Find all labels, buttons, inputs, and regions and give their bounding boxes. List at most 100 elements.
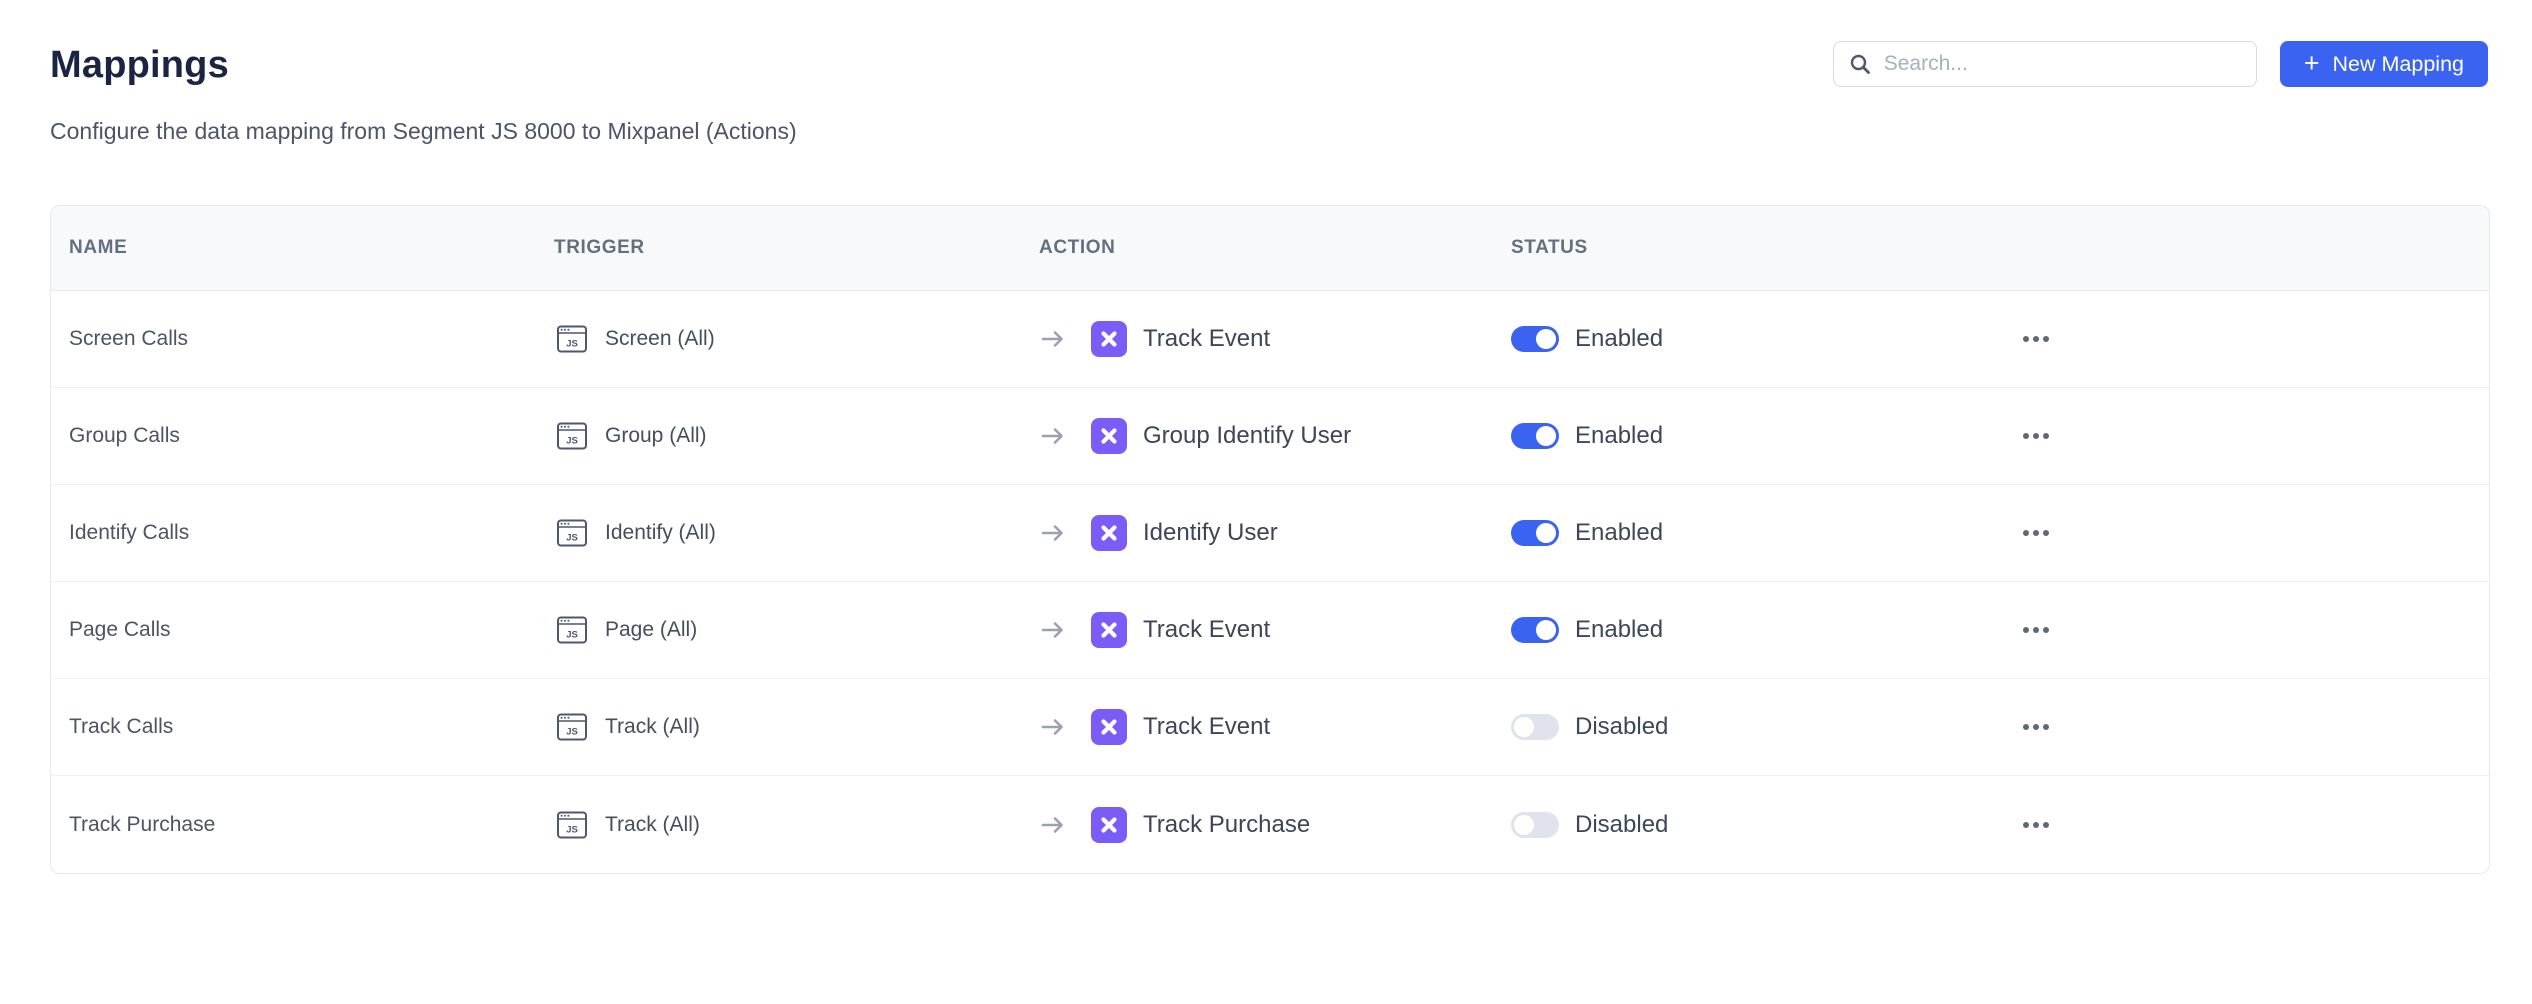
toggle-knob [1536,329,1556,349]
mixpanel-x-icon [1091,515,1127,551]
table-header-row: NAME TRIGGER ACTION STATUS [51,206,2489,291]
status-toggle[interactable] [1511,520,1559,546]
table-row: Screen Calls JS Screen (All) [51,291,2489,388]
mapping-name: Identify Calls [69,521,190,544]
mixpanel-x-icon [1091,612,1127,648]
plus-icon: + [2303,47,2320,78]
mapping-trigger-cell: JS Page (All) [554,612,1039,648]
ellipsis-icon [2023,724,2029,730]
toggle-knob [1536,620,1556,640]
row-menu-button[interactable] [2021,524,2051,542]
status-label: Disabled [1575,713,1669,740]
status-label: Enabled [1575,325,1664,352]
js-browser-window-icon: JS [557,811,587,838]
trigger-label: Track (All) [605,715,700,738]
mapping-name: Track Purchase [69,812,216,836]
action-label: Track Event [1143,616,1271,643]
table-row: Track Calls JS Track (All) [51,679,2489,776]
trigger-label: Identify (All) [605,521,716,544]
column-header-action: ACTION [1039,237,1116,258]
svg-text:JS: JS [566,727,578,738]
action-label: Group Identify User [1143,422,1352,449]
mapping-action-cell: Group Identify User [1039,418,1511,454]
mapping-status-cell: Enabled [1511,616,2021,644]
action-label: Track Purchase [1143,810,1311,838]
mapping-trigger-cell: JS Group (All) [554,418,1039,454]
svg-text:JS: JS [566,533,578,544]
right-arrow-icon [1039,521,1067,545]
mapping-status-cell: Enabled [1511,519,2021,547]
svg-text:JS: JS [566,339,578,350]
mapping-action-cell: Track Purchase [1039,806,1511,843]
mapping-name: Group Calls [69,424,180,447]
trigger-label: Group (All) [605,424,707,447]
row-menu-button[interactable] [2021,816,2051,834]
mapping-action-cell: Identify User [1039,515,1511,551]
ellipsis-icon [2023,336,2029,342]
js-browser-window-icon: JS [557,325,587,353]
mapping-status-cell: Enabled [1511,325,2021,353]
trigger-label: Track (All) [605,812,700,836]
right-arrow-icon [1039,327,1067,351]
mappings-table: NAME TRIGGER ACTION STATUS Screen Calls … [50,205,2490,874]
right-arrow-icon [1039,813,1067,837]
mapping-status-cell: Disabled [1511,811,2021,839]
right-arrow-icon [1039,424,1067,448]
trigger-label: Page (All) [605,618,698,641]
status-label: Enabled [1575,422,1664,449]
status-toggle[interactable] [1511,326,1559,352]
action-label: Identify User [1143,519,1278,546]
status-toggle[interactable] [1511,811,1559,838]
status-label: Enabled [1575,519,1664,546]
right-arrow-icon [1039,715,1067,739]
new-mapping-button[interactable]: + New Mapping [2279,41,2488,87]
mixpanel-x-icon [1091,709,1127,745]
mapping-status-cell: Enabled [1511,422,2021,450]
mapping-trigger-cell: JS Identify (All) [554,515,1039,551]
toggle-knob [1536,523,1556,543]
mixpanel-x-icon [1091,321,1127,357]
search-icon [1850,54,1870,74]
toggle-knob [1514,717,1534,737]
mapping-menu-cell [2021,524,2471,542]
mapping-status-cell: Disabled [1511,713,2021,741]
ellipsis-icon [2023,433,2029,439]
table-row: Page Calls JS Page (All) [51,582,2489,679]
action-label: Track Event [1143,325,1271,352]
js-browser-window-icon: JS [557,422,587,450]
status-toggle[interactable] [1511,714,1559,740]
row-menu-button[interactable] [2021,621,2051,639]
search-input[interactable] [1883,52,2242,76]
svg-text:JS: JS [566,824,578,835]
action-label: Track Event [1143,713,1271,740]
table-body: Screen Calls JS Screen (All) [51,291,2489,873]
mapping-menu-cell [2021,330,2471,348]
mixpanel-x-icon [1091,418,1127,454]
mapping-trigger-cell: JS Screen (All) [554,321,1039,357]
mapping-name: Screen Calls [69,327,189,350]
search-box[interactable] [1832,41,2257,87]
mapping-name: Page Calls [69,618,171,641]
table-row: Track Purchase JS Track (All) [51,776,2489,873]
svg-text:JS: JS [566,436,578,447]
mapping-menu-cell [2021,621,2471,639]
status-toggle[interactable] [1511,617,1559,643]
table-row: Identify Calls JS Identify (All) [51,485,2489,582]
page-subtitle: Configure the data mapping from Segment … [50,118,797,144]
row-menu-button[interactable] [2021,330,2051,348]
mapping-action-cell: Track Event [1039,321,1511,357]
header-controls: + New Mapping [1832,41,2488,87]
mapping-name: Track Calls [69,715,174,738]
page-header: Mappings Configure the data mapping from… [0,0,2532,144]
svg-text:JS: JS [566,630,578,641]
ellipsis-icon [2023,821,2029,828]
mapping-menu-cell [2021,427,2471,445]
status-toggle[interactable] [1511,423,1559,449]
ellipsis-icon [2023,627,2029,633]
row-menu-button[interactable] [2021,427,2051,445]
row-menu-button[interactable] [2021,718,2051,736]
ellipsis-icon [2023,530,2029,536]
column-header-name: NAME [69,237,128,258]
js-browser-window-icon: JS [557,713,587,741]
mapping-menu-cell [2021,816,2471,834]
